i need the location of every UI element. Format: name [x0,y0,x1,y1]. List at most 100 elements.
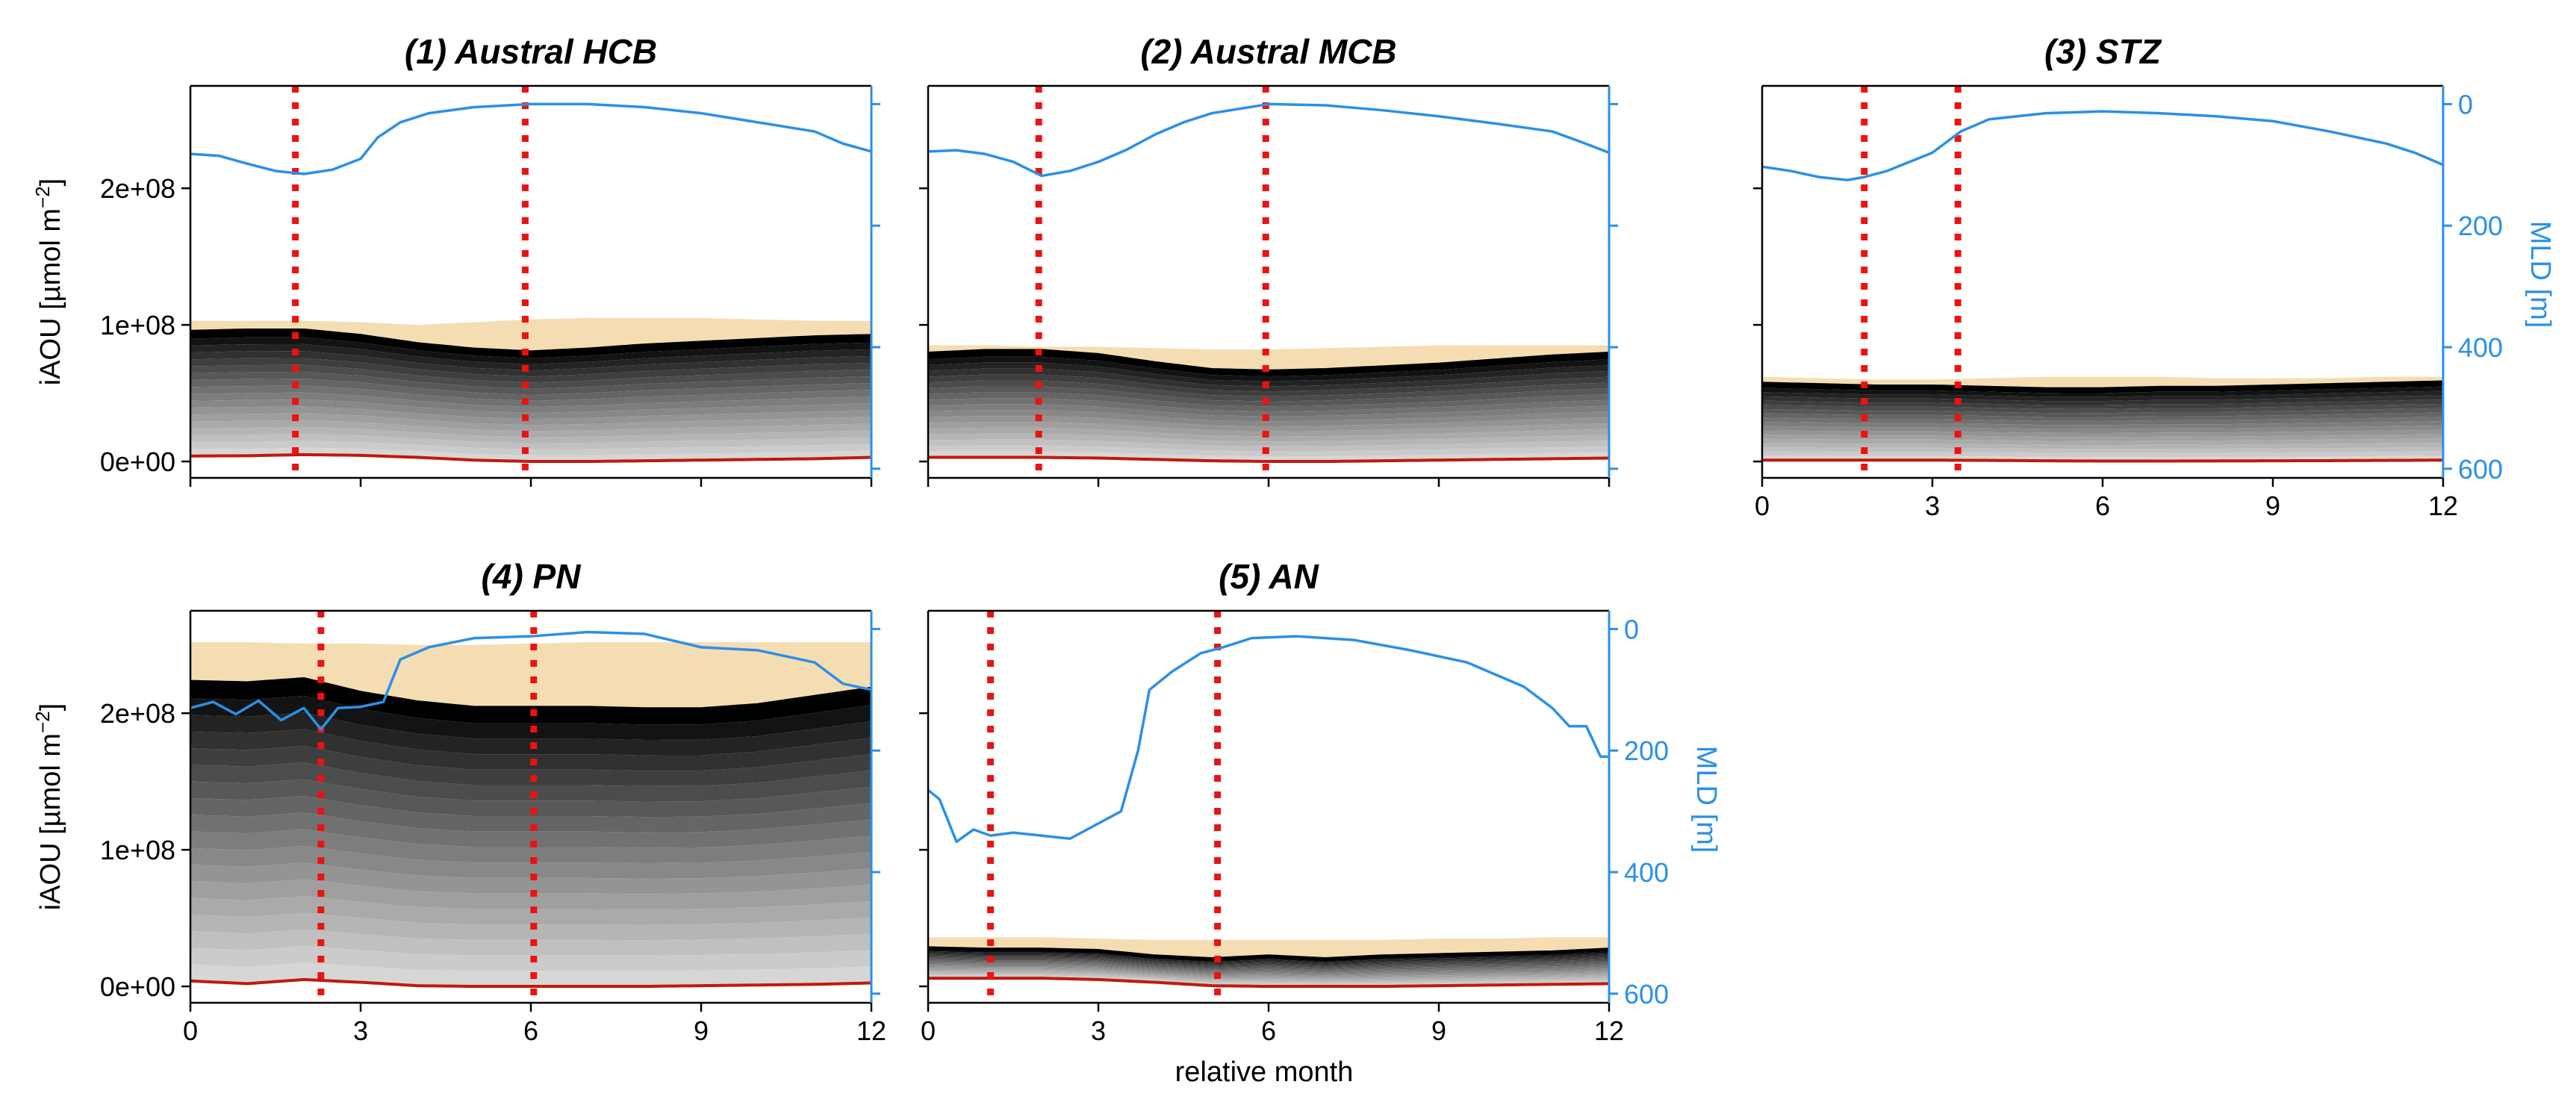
x-tick-label: 6 [523,1015,538,1046]
stack-band [928,368,1609,392]
stack-band [190,729,871,771]
stack-top-line [190,676,871,712]
stack-band [928,953,1609,965]
stack-band [190,762,871,802]
stack-band [190,679,871,725]
mld-line [928,635,1609,844]
stack-band [928,951,1609,964]
panel-3: 0 3 6 9 12 0 200 400 600 (3) STZ MLD [m] [1753,32,2556,521]
stack-band [928,968,1609,979]
envelope-area [190,317,871,352]
x-tick-label: 0 [1755,491,1770,521]
mld-tick-label: 0 [2458,89,2473,119]
x-tick-label: 3 [1925,491,1940,521]
y-tick-label: 0e+00 [100,447,175,477]
x-axis-label: relative month [1175,1057,1354,1088]
plot-area [190,86,871,478]
stack-band [1762,429,2443,438]
mld-axis-label: MLD [m] [1690,746,1722,853]
stack-band [190,364,871,389]
stack-top-line [928,946,1609,961]
panel-2: (2) Austral MCB [919,32,1618,487]
x-tick-label: 6 [1261,1015,1276,1046]
mld-tick-label: 200 [1624,735,1669,766]
stack-band [190,337,871,364]
mld-tick-label: 600 [2458,454,2503,485]
x-tick-label: 12 [2428,491,2458,521]
stack-band [190,351,871,377]
stack-band [1762,382,2443,393]
mld-tick-label: 400 [2458,332,2503,363]
mld-line [1762,110,2443,181]
plot-area [190,611,871,1003]
baseline-line [190,452,871,464]
y-axis-label: iAOU [µmol m−2] [31,178,66,385]
stack-band [928,962,1609,974]
x-tick-label: 12 [856,1015,886,1046]
stack-band [1762,399,2443,409]
envelope-area [928,345,1609,372]
stack-band [190,399,871,420]
plot-area [928,86,1609,478]
stack-band [928,966,1609,977]
stack-band [928,392,1609,411]
stack-band [928,965,1609,976]
stack-band [928,427,1609,442]
stack-band [1762,386,2443,397]
stack-band [1762,408,2443,417]
plot-area [1762,86,2443,478]
panel-5: 0 3 6 9 12 0 200 400 600 (5) AN MLD [m] [919,557,1722,1046]
stack-band [190,371,871,395]
stack-band [190,426,871,444]
stack-band [190,379,871,401]
stack-band [928,386,1609,407]
stack-band [928,950,1609,962]
x-tick-label: 9 [1431,1015,1446,1046]
stack-band [190,829,871,864]
stack-band [928,958,1609,970]
stack-band [190,795,871,833]
stack-band [928,971,1609,982]
x-tick-label: 0 [921,1015,936,1046]
stack-band [1762,451,2443,458]
stack-band [928,416,1609,432]
stack-band [1762,421,2443,429]
stack-band [1762,417,2443,426]
y-tick-label: 1e+08 [100,310,175,340]
stack-band [190,385,871,407]
stack-band [928,433,1609,447]
x-tick-label: 3 [353,1015,368,1046]
stack-band [1762,438,2443,446]
mld-line [190,630,871,731]
stack-band [190,392,871,414]
x-tick-label: 12 [1594,1015,1624,1046]
stack-band [190,413,871,432]
stack-band [1762,403,2443,414]
stack-band [928,969,1609,980]
stack-band [1762,443,2443,449]
stack-band [1762,391,2443,402]
baseline-line [1762,458,2443,463]
stack-band [928,356,1609,382]
stack-band [928,959,1609,971]
mld-line [190,102,871,175]
stack-band [928,410,1609,427]
stack-band [928,961,1609,973]
mld-tick-label: 200 [2458,211,2503,241]
y-tick-label: 2e+08 [100,173,175,204]
mld-tick-label: 600 [1624,979,1669,1009]
mld-axis-label: MLD [m] [2524,221,2556,329]
stack-band [190,812,871,848]
stack-band [1762,447,2443,453]
stack-band [928,954,1609,967]
y-axis-label: iAOU [µmol m−2] [31,703,66,910]
x-tick-label: 3 [1091,1015,1106,1046]
panel-4: 0 3 6 9 12 0e+00 1e+08 2e+08 (4) PN iAOU [µmol m−… [31,557,886,1046]
stack-band [928,445,1609,457]
baseline-line [928,455,1609,464]
y-tick-label: 0e+00 [100,971,175,1002]
x-tick-label: 6 [2095,491,2110,521]
stack-band [928,956,1609,968]
stack-band [928,350,1609,377]
stack-band [190,712,871,756]
